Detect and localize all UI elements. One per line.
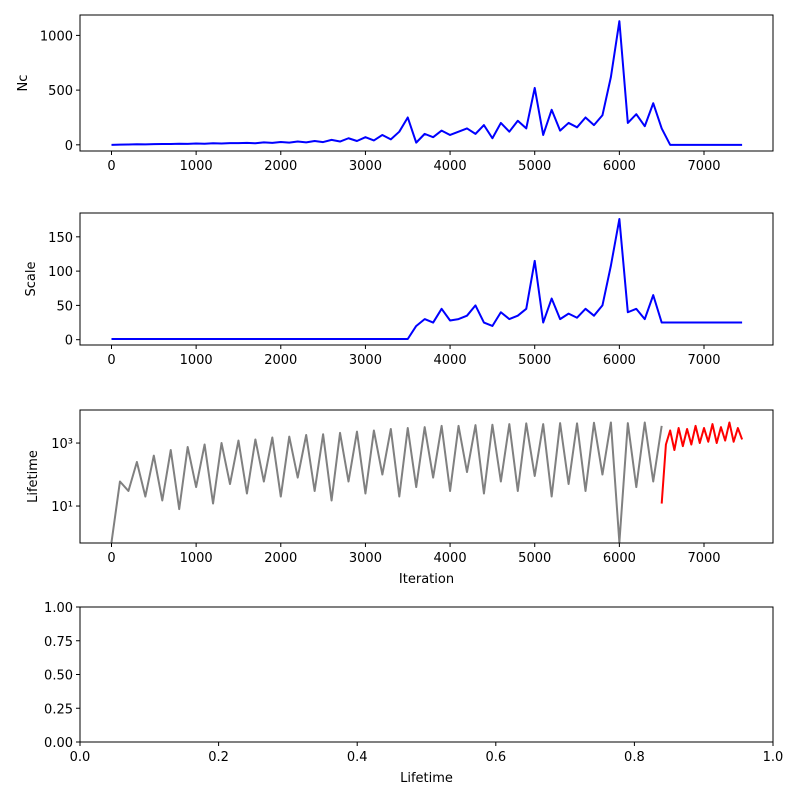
x-tick-label: 4000 <box>434 551 467 566</box>
axes-frame <box>79 409 774 544</box>
subplot: 0 1000 2000 3000 4000 5000 6000 7000 10¹ 10³ Lifet… <box>26 409 774 587</box>
x-tick-label: 0.4 <box>347 750 368 765</box>
x-tick-label: 4000 <box>434 353 467 368</box>
y-tick-label: 0 <box>65 334 73 349</box>
y-tick-label: 150 <box>48 231 73 246</box>
x-tick-label: 5000 <box>518 159 551 174</box>
x-tick-label: 7000 <box>687 159 720 174</box>
x-tick-label: 3000 <box>349 551 382 566</box>
x-tick-label: 6000 <box>603 353 636 368</box>
subplot: 0 1000 2000 3000 4000 5000 6000 7000 0 500 1000 Nc <box>16 14 774 174</box>
x-tick-label: 4000 <box>434 159 467 174</box>
y-tick-label: 50 <box>56 299 73 314</box>
y-axis-label: Nc <box>16 75 31 92</box>
subplot: 0 1000 2000 3000 4000 5000 6000 7000 0 50 100 150 Sc… <box>24 212 774 368</box>
x-tick-label: 0.8 <box>624 750 645 765</box>
x-tick-label: 0 <box>107 159 115 174</box>
x-tick-label: 7000 <box>687 551 720 566</box>
x-tick-label: 3000 <box>349 353 382 368</box>
y-tick-label: 0.75 <box>44 635 73 650</box>
data-line <box>660 421 744 504</box>
x-axis-label: Lifetime <box>400 771 453 786</box>
data-line <box>111 218 743 340</box>
y-tick-label: 10³ <box>51 437 73 452</box>
x-tick-label: 1000 <box>180 551 213 566</box>
y-tick-label: 1000 <box>40 29 73 44</box>
y-axis-label: Scale <box>24 262 39 297</box>
y-tick-label: 0.50 <box>44 669 73 684</box>
x-tick-label: 0 <box>107 353 115 368</box>
y-tick-label: 0.00 <box>44 736 73 751</box>
x-tick-label: 1000 <box>180 159 213 174</box>
x-tick-label: 0.0 <box>70 750 91 765</box>
x-tick-label: 1000 <box>180 353 213 368</box>
x-tick-label: 6000 <box>603 551 636 566</box>
x-tick-label: 5000 <box>518 551 551 566</box>
x-tick-label: 6000 <box>603 159 636 174</box>
axes-frame <box>79 606 774 743</box>
y-axis-label: Lifetime <box>26 450 41 503</box>
y-tick-label: 1.00 <box>44 601 73 616</box>
y-tick-label: 100 <box>48 265 73 280</box>
x-tick-label: 2000 <box>264 159 297 174</box>
data-line <box>111 20 743 146</box>
x-tick-label: 7000 <box>687 353 720 368</box>
x-tick-label: 1.0 <box>763 750 784 765</box>
x-tick-label: 0.2 <box>208 750 229 765</box>
x-tick-label: 2000 <box>264 551 297 566</box>
x-tick-label: 2000 <box>264 353 297 368</box>
x-tick-label: 3000 <box>349 159 382 174</box>
x-axis-label: Iteration <box>399 572 454 587</box>
data-line <box>110 421 663 543</box>
x-tick-label: 0.6 <box>485 750 506 765</box>
x-tick-label: 5000 <box>518 353 551 368</box>
axes-frame <box>79 212 774 346</box>
subplot: 0.0 0.2 0.4 0.6 0.8 1.0 0.00 0.25 0.50 0.75 1.00 Li… <box>44 601 783 786</box>
y-tick-label: 10¹ <box>51 500 73 515</box>
axes-frame <box>79 14 774 152</box>
y-tick-label: 0 <box>65 139 73 154</box>
y-tick-label: 0.25 <box>44 702 73 717</box>
x-tick-label: 0 <box>107 551 115 566</box>
y-tick-label: 500 <box>48 84 73 99</box>
